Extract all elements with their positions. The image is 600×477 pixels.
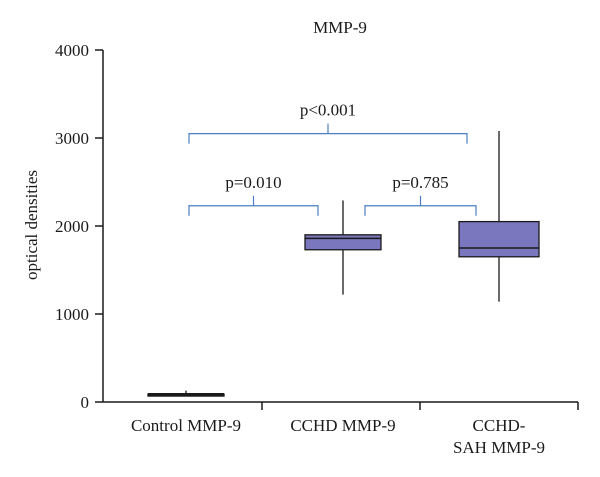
p-value-label: p=0.785 [392, 173, 448, 192]
y-tick-label: 3000 [55, 129, 89, 148]
bracket-line [364, 195, 477, 216]
x-category-label: CCHD-SAH MMP-9 [453, 416, 545, 457]
y-tick-label: 4000 [55, 41, 89, 60]
box-series [147, 130, 540, 397]
box-body [304, 234, 382, 251]
p-value-label: p<0.001 [300, 101, 356, 120]
box-body [458, 220, 540, 258]
box-3 [458, 130, 540, 302]
chart-title: MMP-9 [313, 18, 367, 37]
x-category-label: CCHD MMP-9 [290, 416, 395, 435]
bracket-line [188, 123, 468, 144]
box-2 [304, 200, 382, 295]
y-tick-label: 1000 [55, 305, 89, 324]
x-category-label: Control MMP-9 [131, 416, 241, 435]
significance-bracket: p=0.010 [188, 173, 319, 216]
y-tick-label: 0 [81, 393, 90, 412]
significance-bracket: p<0.001 [188, 101, 468, 144]
significance-bracket: p=0.785 [364, 173, 477, 216]
axes: 0 1000 2000 3000 4000 Control MMP-9 CCHD MMP-9… [55, 41, 579, 457]
y-tick-label: 2000 [55, 217, 89, 236]
p-value-label: p=0.010 [225, 173, 281, 192]
bracket-line [188, 195, 319, 216]
y-axis-label: optical densities [22, 170, 41, 280]
box-1 [147, 390, 225, 397]
significance-brackets: p<0.001 p=0.010 p=0.785 [188, 101, 477, 216]
